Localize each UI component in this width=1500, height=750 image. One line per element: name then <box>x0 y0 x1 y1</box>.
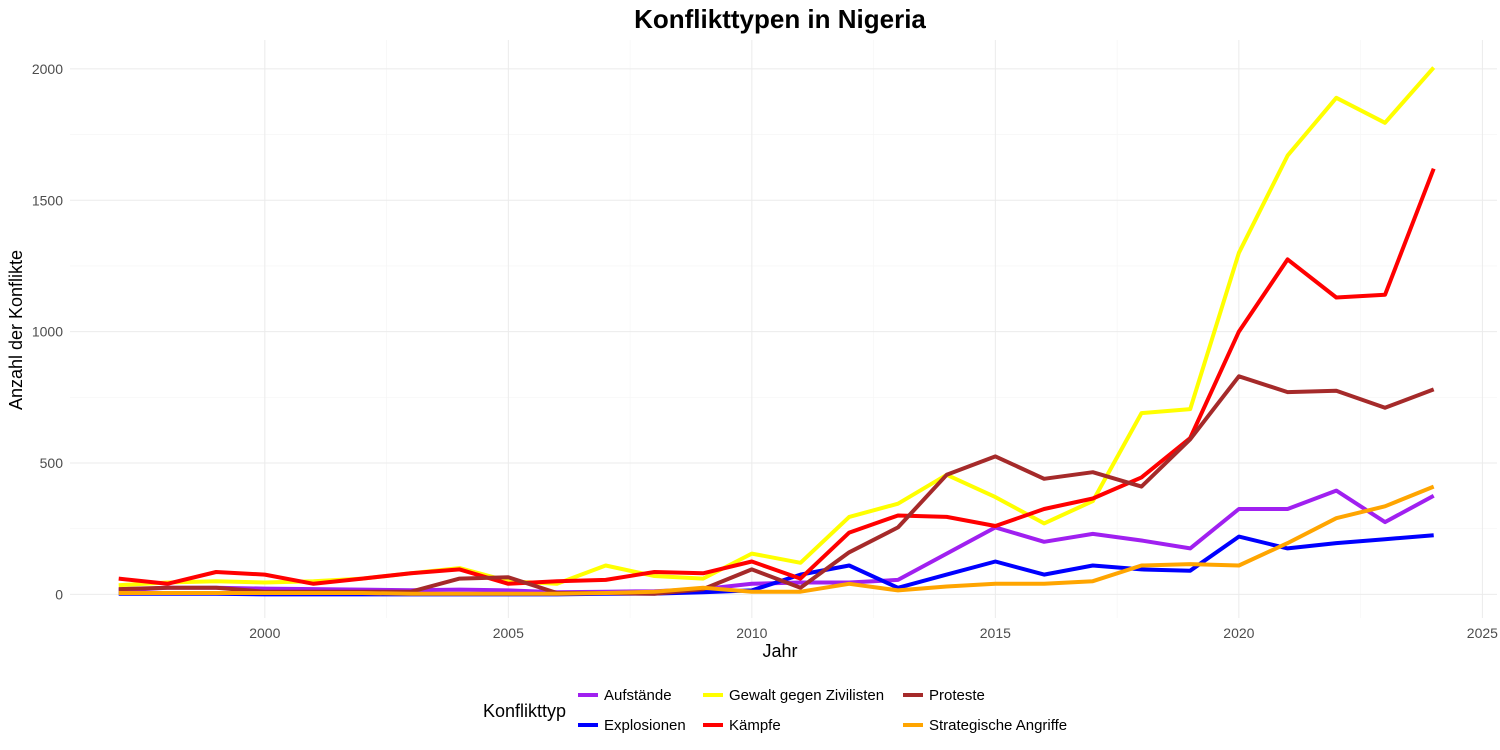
y-tick-label: 0 <box>55 586 63 602</box>
y-tick-label: 1500 <box>32 192 63 208</box>
legend-title: Konflikttyp <box>483 701 566 721</box>
legend-label-explosionen: Explosionen <box>604 717 686 734</box>
series-layer <box>118 66 1436 597</box>
x-tick-label: 2025 <box>1467 625 1498 641</box>
legend-label-aufstände: Aufstände <box>604 687 672 704</box>
legend-label-strategische-angriffe: Strategische Angriffe <box>929 717 1067 734</box>
y-tick-label: 500 <box>40 455 64 471</box>
x-axis-ticks: 2000 2005 2010 2015 2020 2025 <box>249 625 1498 641</box>
legend-items: Aufstände Explosionen Gewalt gegen Zivilis… <box>578 687 1067 734</box>
series-line-kämpfe <box>118 167 1436 586</box>
series-line-gewalt-gegen-zivilisten <box>118 66 1436 588</box>
x-tick-label: 2000 <box>249 625 280 641</box>
series-line-proteste <box>118 374 1435 596</box>
legend-label-kämpfe: Kämpfe <box>729 717 781 734</box>
x-tick-label: 2015 <box>980 625 1011 641</box>
chart-title: Konflikttypen in Nigeria <box>634 4 926 34</box>
legend-label-gewalt-gegen-zivilisten: Gewalt gegen Zivilisten <box>729 687 884 704</box>
series-line-strategische-angriffe <box>118 484 1435 596</box>
x-tick-label: 2010 <box>736 625 767 641</box>
legend: Konflikttyp Aufstände Explosionen Gewalt g… <box>483 687 1067 734</box>
y-tick-label: 2000 <box>32 61 63 77</box>
x-tick-label: 2020 <box>1223 625 1254 641</box>
x-tick-label: 2005 <box>493 625 524 641</box>
y-axis-ticks: 0 500 1000 1500 2000 <box>32 61 63 602</box>
x-axis-title: Jahr <box>762 641 797 661</box>
grid <box>70 40 1497 618</box>
y-axis-title: Anzahl der Konflikte <box>6 250 26 410</box>
legend-label-proteste: Proteste <box>929 687 985 704</box>
y-tick-label: 1000 <box>32 324 63 340</box>
